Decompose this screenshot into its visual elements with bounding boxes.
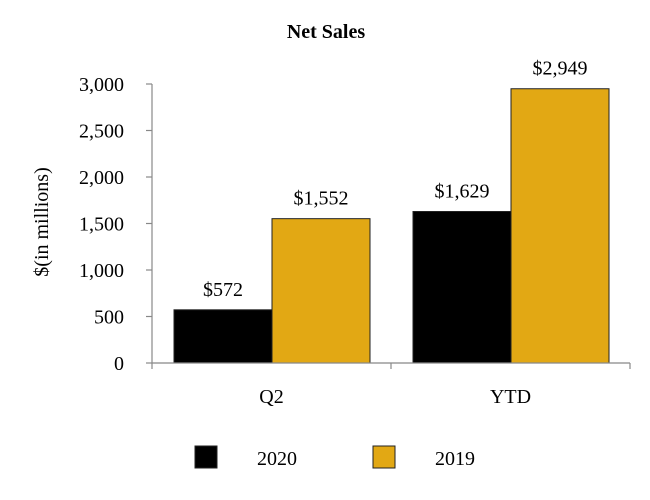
data-label-ytd-2020: $1,629	[435, 181, 490, 203]
x-tick-label: YTD	[490, 386, 531, 408]
data-label-ytd-2019: $2,949	[533, 58, 588, 80]
data-label-q2-2020: $572	[203, 279, 243, 301]
data-label-q2-2019: $1,552	[294, 188, 349, 210]
bar-q2-2019	[271, 218, 371, 364]
chart-title: Net Sales	[287, 21, 366, 43]
legend-swatch-2019	[372, 445, 396, 469]
legend: 2020 2019	[194, 445, 475, 470]
legend-swatch-2020	[194, 445, 218, 469]
legend-label-2020: 2020	[257, 448, 297, 470]
y-axis-ticks: 0 500 1,000 1,500 2,000 2,500 3,000	[79, 74, 152, 375]
bar-ytd-2019	[510, 88, 610, 364]
x-axis-ticks: Q2 YTD	[151, 363, 631, 408]
bars-layer	[173, 88, 610, 364]
y-tick-label: 2,500	[79, 121, 124, 143]
legend-label-2019: 2019	[435, 448, 475, 470]
y-tick-label: 0	[114, 353, 124, 375]
x-tick-label: Q2	[259, 386, 283, 408]
y-tick-label: 1,000	[79, 260, 124, 282]
bar-q2-2020	[173, 309, 273, 364]
data-labels-layer: $572 $1,552 $1,629 $2,949	[203, 58, 588, 301]
y-tick-label: 2,000	[79, 167, 124, 189]
bar-ytd-2020	[412, 211, 512, 364]
y-tick-label: 3,000	[79, 74, 124, 96]
y-axis-label: $(in millions)	[31, 167, 53, 276]
y-tick-label: 500	[94, 307, 124, 329]
y-tick-label: 1,500	[79, 214, 124, 236]
